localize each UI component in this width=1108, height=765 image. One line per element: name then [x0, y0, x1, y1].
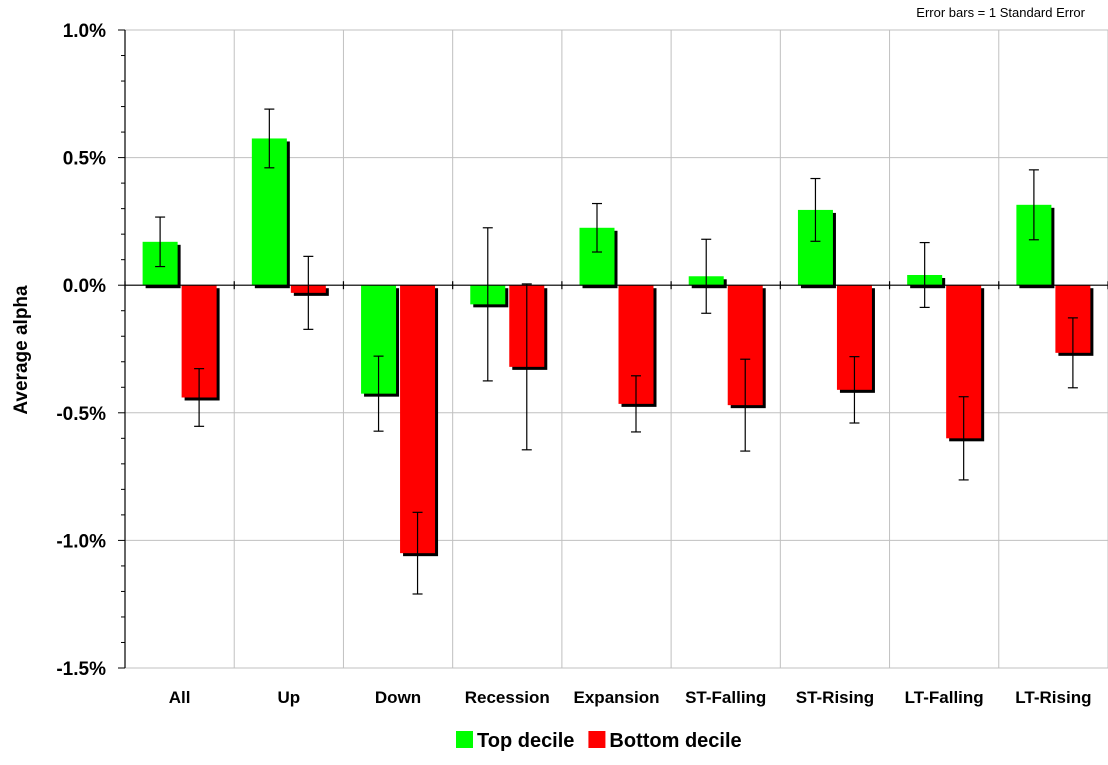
legend-swatch — [588, 731, 606, 748]
x-category-labels: All Up Down Recession Expansion ST-Falling ST-… — [169, 688, 1092, 707]
y-tick-label: -1.0% — [56, 531, 106, 552]
x-category-label: Down — [375, 688, 421, 707]
y-tick-label: -0.5% — [56, 404, 106, 425]
legend: Top decile Bottom decile — [456, 730, 742, 752]
x-category-label: Recession — [465, 688, 550, 707]
y-tick-label: 1.0% — [63, 21, 106, 42]
bars — [142, 108, 1094, 595]
y-ticks: 1.0% 0.5% 0.0% -0.5% -1.0% -1.5% — [56, 21, 125, 680]
axes — [124, 30, 1108, 668]
error-bar-note: Error bars = 1 Standard Error — [916, 5, 1085, 20]
y-tick-label: -1.5% — [56, 659, 106, 680]
x-category-label: LT-Falling — [905, 688, 984, 707]
bar — [400, 285, 436, 554]
grid — [125, 29, 1108, 669]
x-category-label: Expansion — [574, 688, 660, 707]
x-category-label: Up — [277, 688, 300, 707]
legend-swatch — [456, 731, 473, 748]
x-category-label: ST-Rising — [796, 688, 874, 707]
x-category-label: ST-Falling — [685, 688, 766, 707]
y-tick-label: 0.5% — [63, 149, 106, 170]
y-axis-title: Average alpha — [11, 285, 32, 415]
legend-label: Bottom decile — [609, 730, 741, 752]
legend-label: Top decile — [477, 730, 574, 752]
x-category-label: LT-Rising — [1015, 688, 1091, 707]
y-tick-label: 0.0% — [63, 276, 106, 297]
x-category-label: All — [169, 688, 191, 707]
